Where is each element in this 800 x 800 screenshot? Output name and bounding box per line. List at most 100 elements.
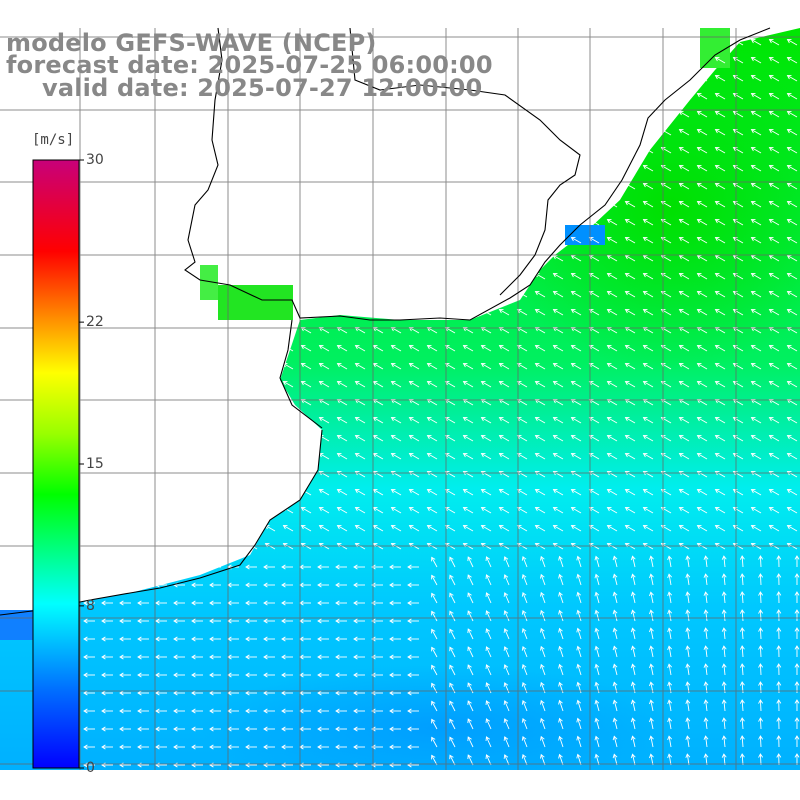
wind-arrow (721, 645, 727, 658)
wind-arrow (467, 610, 474, 622)
wind-arrow (408, 452, 420, 460)
wind-arrow (503, 574, 510, 586)
wind-arrow (390, 416, 402, 424)
wind-arrow (408, 416, 420, 424)
wind-arrow (83, 708, 95, 714)
wind-arrow (703, 609, 709, 622)
wind-arrow (576, 753, 582, 766)
wind-arrow (540, 627, 546, 640)
wind-arrow (786, 200, 798, 208)
wind-arrow (714, 74, 726, 82)
wind-arrow (444, 488, 456, 496)
wind-arrow (449, 700, 456, 712)
wind-arrow (786, 218, 798, 226)
wind-arrow (576, 627, 582, 640)
wind-arrow (588, 380, 600, 388)
wind-arrow (786, 272, 798, 280)
wind-arrow (371, 564, 383, 570)
wind-arrow (739, 555, 745, 568)
wind-arrow (570, 470, 582, 478)
wind-arrow (750, 452, 762, 460)
wind-arrow (750, 308, 762, 316)
wind-arrow (786, 128, 798, 136)
wind-arrow (552, 434, 564, 442)
wind-arrow (449, 628, 456, 640)
wind-arrow (678, 506, 690, 514)
wind-arrow (449, 556, 456, 568)
wind-arrow (558, 753, 564, 766)
wind-arrow (444, 452, 456, 460)
wind-arrow (335, 600, 347, 606)
wind-arrow (685, 609, 691, 622)
wind-arrow (714, 434, 726, 442)
wind-arrow (642, 488, 654, 496)
wind-arrow (389, 618, 401, 624)
wind-arrow (467, 718, 474, 730)
wind-arrow (173, 726, 185, 732)
wind-arrow (300, 362, 312, 370)
wind-arrow (630, 591, 636, 604)
wind-arrow (317, 690, 329, 696)
wind-arrow (696, 488, 708, 496)
wind-arrow (119, 600, 131, 606)
colorbar-tick-label: 0 (86, 760, 95, 776)
wind-arrow (263, 672, 275, 678)
wind-arrow (696, 470, 708, 478)
wind-arrow (209, 672, 221, 678)
wind-arrow (336, 506, 348, 514)
wind-arrow (594, 645, 600, 658)
wind-arrow (390, 344, 402, 352)
wind-arrow (281, 690, 293, 696)
wind-arrow (101, 744, 113, 750)
wind-arrow (696, 128, 708, 136)
wind-arrow (137, 672, 149, 678)
wind-arrow (318, 506, 330, 514)
wind-arrow (503, 664, 510, 676)
wind-arrow (534, 434, 546, 442)
wind-arrow (776, 627, 782, 640)
wind-arrow (768, 488, 780, 496)
wind-arrow (612, 609, 618, 622)
wind-arrow (317, 726, 329, 732)
wind-arrow (606, 218, 618, 226)
wind-arrow (696, 236, 708, 244)
wind-arrow (786, 164, 798, 172)
wind-arrow (768, 164, 780, 172)
wind-arrow (642, 434, 654, 442)
colorbar-tick-label: 8 (86, 597, 95, 614)
wind-arrow (624, 416, 636, 424)
wind-arrow (317, 618, 329, 624)
wind-arrow (390, 380, 402, 388)
wind-arrow (245, 564, 257, 570)
wind-arrow (642, 452, 654, 460)
wind-arrow (739, 645, 745, 658)
wind-arrow (667, 699, 673, 712)
wind-arrow (606, 434, 618, 442)
wind-arrow (534, 362, 546, 370)
wind-arrow (354, 488, 366, 496)
wind-arrow (570, 488, 582, 496)
wind-arrow (678, 308, 690, 316)
wind-arrow (612, 573, 618, 586)
wind-arrow (503, 592, 510, 604)
wind-arrow (606, 416, 618, 424)
wind-arrow (786, 308, 798, 316)
wind-arrow (696, 290, 708, 298)
sea-wind-field (0, 28, 800, 770)
wind-arrow (462, 488, 474, 496)
wind-arrow (83, 726, 95, 732)
wind-arrow (678, 200, 690, 208)
wind-arrow (408, 434, 420, 442)
wind-arrow (485, 700, 492, 712)
wind-arrow (570, 308, 582, 316)
wind-arrow (390, 488, 402, 496)
wind-arrow (642, 308, 654, 316)
wind-arrow (444, 344, 456, 352)
wind-arrow (594, 663, 600, 676)
wind-arrow (431, 646, 438, 658)
wind-arrow (335, 744, 347, 750)
wind-arrow (714, 272, 726, 280)
colorbar-unit-label: [m/s] (32, 132, 75, 148)
wind-arrow (191, 708, 203, 714)
wind-arrow (696, 524, 708, 532)
